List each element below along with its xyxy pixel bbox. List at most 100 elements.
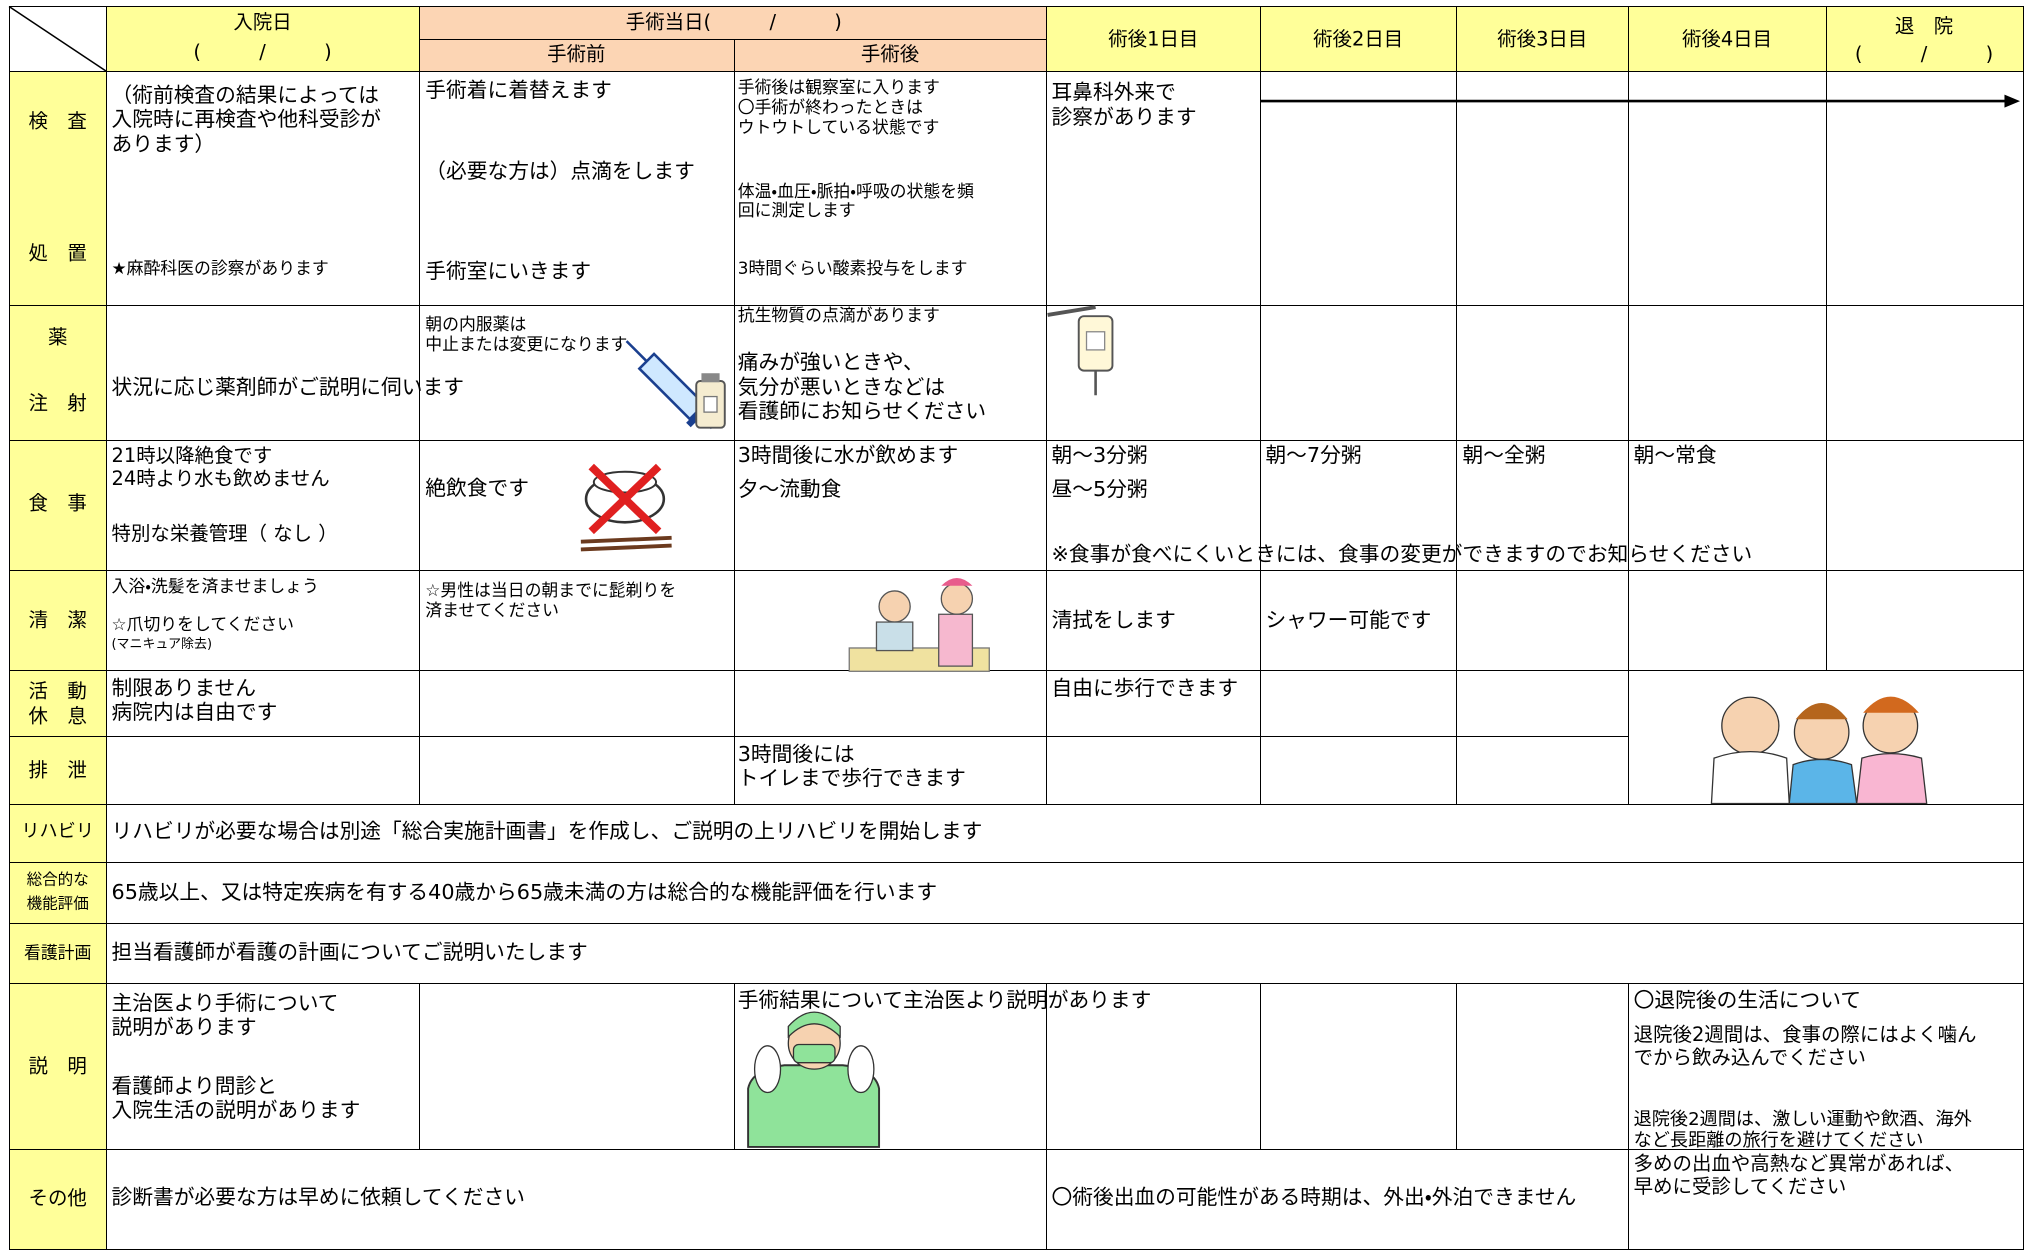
surgeon-icon bbox=[747, 1011, 881, 1148]
column-header: 手術当日( / ) bbox=[625, 10, 842, 34]
cell-text: 手術着に着替えます bbox=[425, 77, 612, 102]
row-label-cell bbox=[9, 670, 108, 738]
body-cell bbox=[1046, 982, 1262, 1151]
row-label: 総合的な bbox=[26, 870, 89, 889]
body-cell bbox=[106, 1148, 1048, 1250]
column-date: ( / ) bbox=[1854, 42, 1994, 66]
cell-text: 絶飲食です bbox=[425, 475, 529, 500]
column-header: 手術前 bbox=[547, 42, 606, 66]
cell-text: 退院後2週間は、食事の際にはよく噛ん でから飲み込んでください bbox=[1633, 1023, 1977, 1070]
column-header: 入院日 bbox=[233, 10, 292, 34]
body-cell bbox=[1456, 982, 1630, 1151]
body-cell bbox=[1628, 982, 2025, 1151]
row-label: 機能評価 bbox=[26, 894, 89, 913]
body-cell bbox=[1260, 71, 1458, 307]
cell-text: 朝～3分粥 bbox=[1051, 443, 1148, 468]
body-cell bbox=[1260, 304, 1458, 442]
body-cell bbox=[1456, 71, 1630, 307]
header-cell bbox=[1046, 6, 1262, 73]
cell-text: 朝～常食 bbox=[1633, 443, 1717, 468]
body-cell bbox=[1456, 439, 1630, 572]
column-header: 術後1日目 bbox=[1108, 27, 1199, 51]
column-header: 手術後 bbox=[860, 42, 920, 66]
cell-text: 3時間後に水が飲めます bbox=[737, 443, 959, 468]
cell-text: 〇術後出血の可能性がある時期は、外出・外泊できません bbox=[1051, 1185, 1577, 1210]
body-cell bbox=[1260, 982, 1458, 1151]
body-cell bbox=[418, 982, 736, 1151]
column-header: 術後2日目 bbox=[1313, 27, 1404, 51]
cell-text: 清拭をします bbox=[1051, 608, 1176, 633]
row-label: 看護計画 bbox=[23, 942, 92, 963]
vial-icon bbox=[695, 373, 726, 429]
cell-text: 朝の内服薬は 中止または変更になります bbox=[425, 314, 628, 354]
cell-text: 抗生物質の点滴があります bbox=[737, 304, 940, 325]
column-date: ( / ) bbox=[193, 40, 332, 64]
body-cell bbox=[418, 670, 736, 738]
body-cell bbox=[106, 304, 421, 442]
column-header: 退 院 bbox=[1894, 14, 1954, 38]
cell-text: 手術結果について主治医より説明があります bbox=[737, 987, 1152, 1012]
body-cell bbox=[1628, 570, 1828, 672]
header-cell bbox=[1628, 6, 1828, 73]
cell-text: ☆男性は当日の朝までに髭剃りを 済ませてください bbox=[425, 579, 677, 620]
cell-text: 退院後2週間は、激しい運動や飲酒、海外 など長距離の旅行を避けてください bbox=[1633, 1108, 1972, 1151]
cell-text: 〇退院後の生活について bbox=[1633, 987, 1862, 1012]
row-label-cell bbox=[9, 736, 108, 806]
header-cell bbox=[1456, 6, 1630, 73]
body-cell bbox=[106, 736, 421, 806]
row-label-cell bbox=[9, 304, 108, 442]
cell-text: 担当看護師が看護の計画についてご説明いたします bbox=[111, 940, 588, 964]
cell-text: （術前検査の結果によっては 入院時に再検査や他科受診が あります） bbox=[111, 82, 382, 156]
row-label: 薬 bbox=[47, 325, 68, 349]
row-label: 注 射 bbox=[28, 391, 87, 415]
row-label: 説 明 bbox=[28, 1054, 87, 1078]
body-cell bbox=[106, 71, 421, 307]
progress-arrow bbox=[1260, 94, 2021, 108]
no-food-icon bbox=[580, 463, 672, 552]
body-cell bbox=[106, 670, 421, 738]
body-cell bbox=[1628, 304, 1828, 442]
row-label-cell bbox=[9, 1148, 108, 1250]
cell-text: 朝～全粥 bbox=[1462, 443, 1546, 468]
cell-text: 看護師より問診と 入院生活の説明があります bbox=[111, 1073, 361, 1123]
row-label: 食 事 bbox=[28, 491, 87, 515]
body-cell bbox=[1456, 670, 1630, 738]
cell-text: 夕～流動食 bbox=[737, 477, 842, 502]
header-cell bbox=[418, 38, 736, 73]
cell-text: 昼～5分粥 bbox=[1051, 477, 1148, 502]
body-cell bbox=[1825, 71, 2025, 307]
body-cell bbox=[1825, 304, 2025, 442]
cell-text: 3時間後には トイレまで歩行できます bbox=[737, 741, 966, 791]
iv-bag-icon bbox=[1047, 305, 1114, 396]
body-cell bbox=[1825, 439, 2025, 572]
header-cell bbox=[1825, 6, 2025, 73]
row-label: 清 潔 bbox=[28, 608, 87, 632]
row-label-cell bbox=[9, 570, 108, 672]
cell-text: 診断書が必要な方は早めに依頼してください bbox=[111, 1185, 525, 1210]
cell-text: 入浴・洗髪を済ませましょう bbox=[111, 575, 319, 596]
cell-text: 朝～7分粥 bbox=[1265, 443, 1362, 468]
body-cell bbox=[106, 982, 421, 1151]
cell-text: ※食事が食べにくいときには、食事の変更ができますのでお知らせください bbox=[1051, 541, 1753, 566]
body-cell bbox=[106, 923, 2025, 985]
cell-text: 体温・血圧・脈拍・呼吸の状態を頻 回に測定します bbox=[737, 180, 974, 221]
body-cell bbox=[1260, 439, 1458, 572]
cell-text: （必要な方は）点滴をします bbox=[425, 159, 695, 184]
header-cell bbox=[1260, 6, 1458, 73]
staff-group-icon bbox=[1710, 696, 1928, 805]
cell-text: 自由に歩行できます bbox=[1051, 675, 1239, 700]
row-label-cell bbox=[9, 439, 108, 572]
cell-text: シャワー可能です bbox=[1265, 608, 1432, 633]
row-label: 活 動 bbox=[28, 679, 87, 703]
body-cell bbox=[1046, 570, 1262, 672]
body-cell bbox=[733, 736, 1048, 806]
cell-text: 状況に応じ薬剤師がご説明に伺います bbox=[111, 374, 464, 399]
row-label-cell bbox=[9, 982, 108, 1151]
row-label-cell bbox=[9, 803, 108, 864]
cell-text: 手術後は観察室に入ります 〇手術が終わったときは ウトウトしている状態です bbox=[737, 76, 940, 137]
nurse-patient-icon bbox=[848, 577, 990, 672]
body-cell bbox=[1260, 736, 1458, 806]
cell-text: 手術室にいきます bbox=[425, 259, 592, 284]
cell-text: 耳鼻科外来で 診察があります bbox=[1051, 80, 1197, 129]
